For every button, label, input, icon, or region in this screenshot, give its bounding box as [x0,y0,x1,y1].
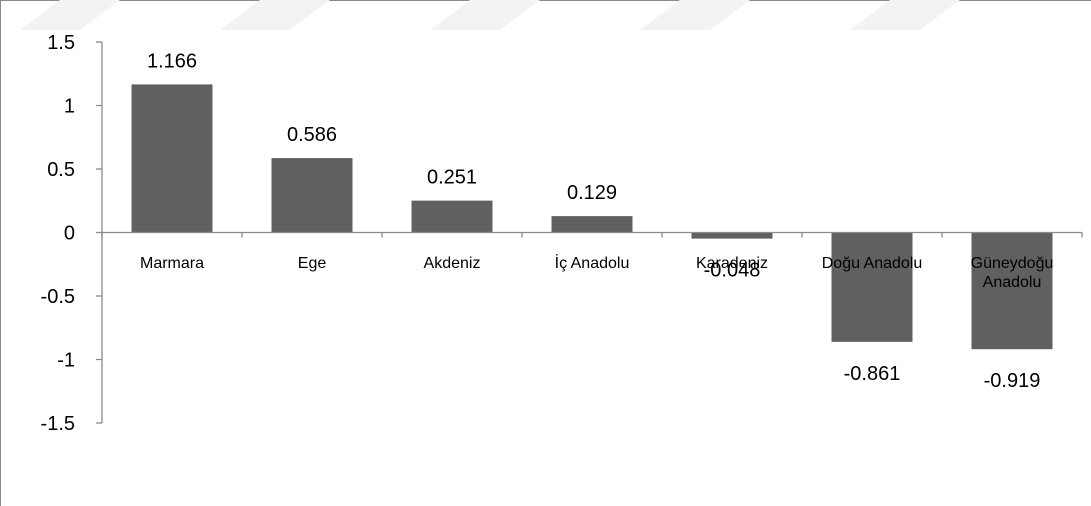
bar [691,232,773,239]
category-label: İç Anadolu [555,253,630,272]
bar [411,200,493,233]
bar [831,232,913,342]
category-label: Doğu Anadolu [822,255,923,272]
bar [271,158,353,233]
y-tick-label: -0.5 [41,286,75,308]
bar [971,232,1053,350]
value-label: 0.251 [427,167,477,189]
y-tick-label: 0 [64,223,75,245]
category-label: Akdeniz [424,255,481,272]
value-label: -0.048 [704,260,761,282]
category-label: Güneydoğu Anadolu [971,255,1054,291]
value-label: -0.861 [844,363,901,385]
y-tick-label: -1 [57,350,75,372]
y-tick-label: 1 [64,96,75,118]
y-axis: 1.5 1 0.5 0 -0.5 -1 -1.5 [41,32,103,435]
x-axis [101,231,1083,238]
category-label: Marmara [140,255,204,272]
category-label: Karadeniz [696,255,768,272]
bar [551,216,633,233]
value-label: 0.586 [287,124,337,146]
value-label: -0.919 [984,370,1041,392]
category-label: Ege [298,255,327,272]
y-tick-label: 0.5 [47,159,75,181]
value-label: 1.166 [147,50,197,72]
labels: Marmara Ege Akdeniz İç Anadolu Karadeniz Doğu… [140,50,1053,392]
bars [131,84,1053,350]
value-label: 0.129 [567,182,617,204]
y-tick-label: 1.5 [47,32,75,54]
y-tick-label: -1.5 [41,413,75,435]
bar [131,84,213,233]
